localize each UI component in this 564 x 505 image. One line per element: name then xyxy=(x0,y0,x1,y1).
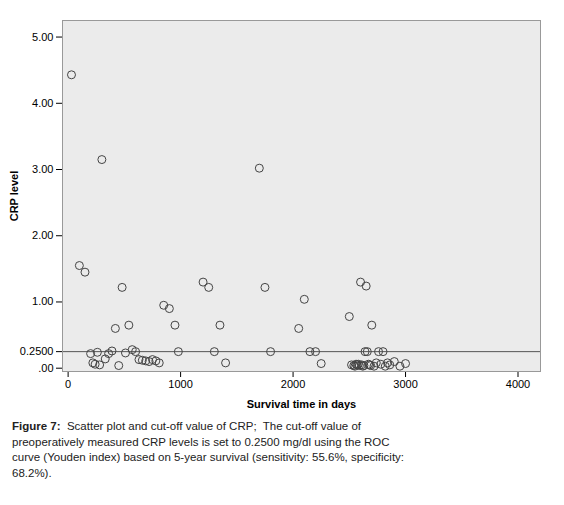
svg-text:3.00: 3.00 xyxy=(32,163,53,175)
svg-text:.00: .00 xyxy=(38,362,53,374)
svg-text:4000: 4000 xyxy=(506,378,530,390)
svg-text:2000: 2000 xyxy=(281,378,305,390)
svg-text:4.00: 4.00 xyxy=(32,97,53,109)
svg-text:1.00: 1.00 xyxy=(32,295,53,307)
svg-text:2.00: 2.00 xyxy=(32,229,53,241)
svg-text:Survival time in days: Survival time in days xyxy=(247,398,356,410)
svg-text:1000: 1000 xyxy=(168,378,192,390)
svg-text:5.00: 5.00 xyxy=(32,31,53,43)
svg-text:CRP level: CRP level xyxy=(8,171,20,222)
svg-text:0.2500: 0.2500 xyxy=(20,345,54,357)
svg-text:3000: 3000 xyxy=(393,378,417,390)
html-text:Figure 7: Scatter plot and cut: Figure 7: Scatter plot and cut-off value… xyxy=(12,420,404,479)
svg-text:0: 0 xyxy=(65,378,71,390)
